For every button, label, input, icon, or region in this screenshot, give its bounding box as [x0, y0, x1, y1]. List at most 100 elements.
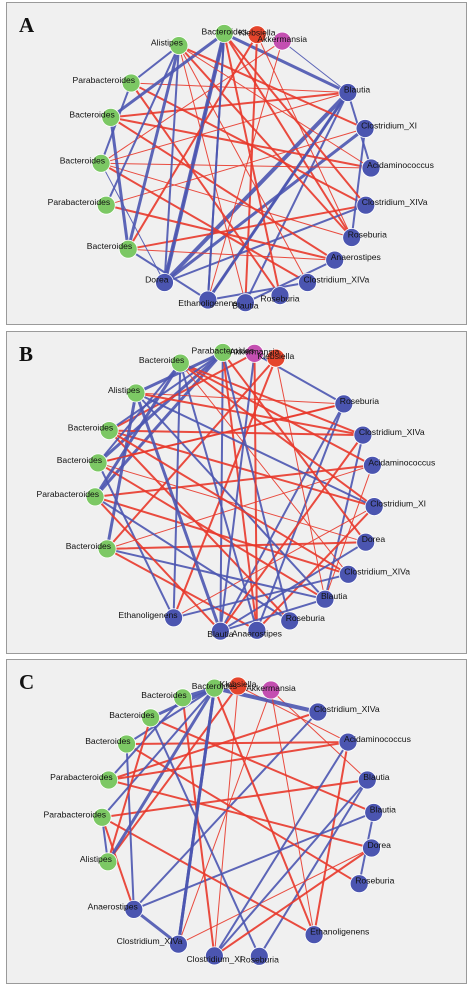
node-label: Alistipes: [108, 385, 140, 395]
panel-label-b: B: [19, 342, 34, 366]
node-label: Acidaminococcus: [368, 457, 435, 467]
node-label: Anaerostipes: [88, 901, 138, 911]
node-firmicutes: [364, 803, 384, 822]
node-proteobacteria: [266, 348, 286, 368]
positive-correlation-edge: [213, 847, 373, 957]
panel-label-c: C: [19, 670, 35, 694]
node-firmicutes: [342, 228, 362, 247]
node-bacteroidetes: [92, 807, 112, 827]
positive-correlation-edge: [207, 40, 283, 301]
node-bacteroidetes: [173, 688, 193, 708]
node-label: Parabacteroides: [44, 809, 107, 819]
edge-layer: [93, 351, 376, 633]
negative-correlation-edge: [219, 352, 256, 633]
node-label: Alistipes: [151, 38, 183, 48]
node-label: Blautia: [370, 805, 396, 815]
node-label: Blautia: [321, 591, 347, 601]
node-label: Parabacteroides: [192, 346, 255, 356]
positive-correlation-edge: [108, 429, 350, 576]
positive-correlation-edge: [179, 362, 374, 467]
positive-correlation-edge: [270, 689, 315, 936]
node-firmicutes: [362, 838, 381, 858]
positive-correlation-edge: [107, 779, 373, 849]
negative-correlation-edge: [132, 811, 375, 911]
node-bacteroidetes: [91, 153, 111, 173]
negative-correlation-edge: [219, 541, 367, 633]
negative-correlation-edge: [134, 351, 225, 395]
node-firmicutes: [361, 158, 381, 178]
node-bacteroidetes: [85, 487, 105, 507]
node-label: Roseburia: [340, 396, 379, 406]
network-panel-a: A Bacteroides Klebsiella Akkermansia Blauti…: [6, 2, 467, 325]
node-label: Blautia: [344, 85, 370, 95]
negative-correlation-edge: [107, 696, 184, 781]
negative-correlation-edge: [244, 91, 349, 304]
positive-correlation-edge: [97, 461, 326, 601]
negative-correlation-edge: [105, 44, 180, 207]
node-firmicutes: [353, 425, 373, 445]
node-firmicutes: [349, 874, 369, 894]
positive-correlation-edge: [179, 362, 376, 508]
node-firmicutes: [249, 946, 269, 966]
node-label: Akkermansia: [230, 346, 280, 356]
negative-correlation-edge: [108, 351, 224, 432]
node-bacteroidetes: [118, 239, 138, 259]
negative-correlation-edge: [219, 351, 224, 633]
node-proteobacteria: [228, 676, 248, 696]
node-firmicutes: [356, 195, 376, 215]
positive-correlation-edge: [181, 696, 216, 957]
node-verrucomicrobia: [245, 343, 264, 363]
node-bacteroidetes: [214, 24, 234, 43]
negative-correlation-edge: [213, 741, 349, 957]
positive-correlation-edge: [109, 91, 349, 119]
edge-layer: [100, 31, 372, 304]
node-firmicutes: [247, 620, 267, 640]
node-label: Bacteroides: [192, 681, 237, 691]
node-label: Clostridium_XIVa: [314, 704, 380, 714]
node-firmicutes: [204, 946, 224, 966]
node-label: Ethanoligenens: [178, 298, 237, 308]
negative-correlation-edge: [106, 547, 326, 601]
node-label: Blautia: [207, 629, 233, 639]
node-bacteroidetes: [99, 421, 119, 440]
node-bacteroidetes: [101, 108, 121, 127]
positive-correlation-edge: [178, 45, 372, 169]
network-graph-b: ParabacteroidesAkkermansiaKlebsiellaRose…: [37, 343, 435, 641]
negative-correlation-edge: [172, 362, 182, 619]
node-label: Roseburia: [260, 294, 299, 304]
node-label: Dorea: [145, 275, 169, 285]
network-panel-c: C Klebsiella Akkermansia Clostridium_XIVa A…: [6, 659, 467, 984]
negative-correlation-edge: [222, 32, 350, 94]
positive-correlation-edge: [223, 32, 353, 239]
positive-correlation-edge: [253, 352, 258, 632]
positive-correlation-edge: [135, 392, 345, 405]
node-firmicutes: [155, 273, 174, 292]
positive-correlation-edge: [223, 32, 367, 207]
negative-correlation-edge: [172, 573, 350, 619]
panel-label-a: A: [19, 13, 35, 37]
positive-correlation-edge: [106, 716, 152, 863]
negative-correlation-edge: [109, 32, 226, 119]
negative-correlation-edge: [219, 598, 326, 633]
negative-correlation-edge: [134, 391, 222, 633]
network-panel-b: B Parabacteroides Akkermansia Klebsiella Ro…: [6, 331, 467, 654]
node-label: Alistipes: [80, 854, 112, 864]
node-firmicutes: [355, 119, 375, 138]
positive-correlation-edge: [94, 495, 350, 576]
node-label: Bacteroides: [141, 690, 186, 700]
node-bacteroidetes: [204, 678, 224, 698]
node-label: Akkermansia: [246, 683, 296, 693]
node-label: Roseburia: [355, 876, 394, 886]
node-firmicutes: [308, 702, 328, 722]
positive-correlation-edge: [101, 816, 135, 911]
node-firmicutes: [338, 83, 358, 102]
node-firmicutes: [364, 497, 384, 517]
negative-correlation-edge: [101, 687, 216, 819]
positive-correlation-edge: [127, 248, 336, 261]
node-label: Parabacteroides: [73, 75, 136, 85]
node-firmicutes: [198, 290, 218, 310]
node-firmicutes: [270, 286, 290, 306]
node-label: Bacteroides: [69, 109, 114, 119]
